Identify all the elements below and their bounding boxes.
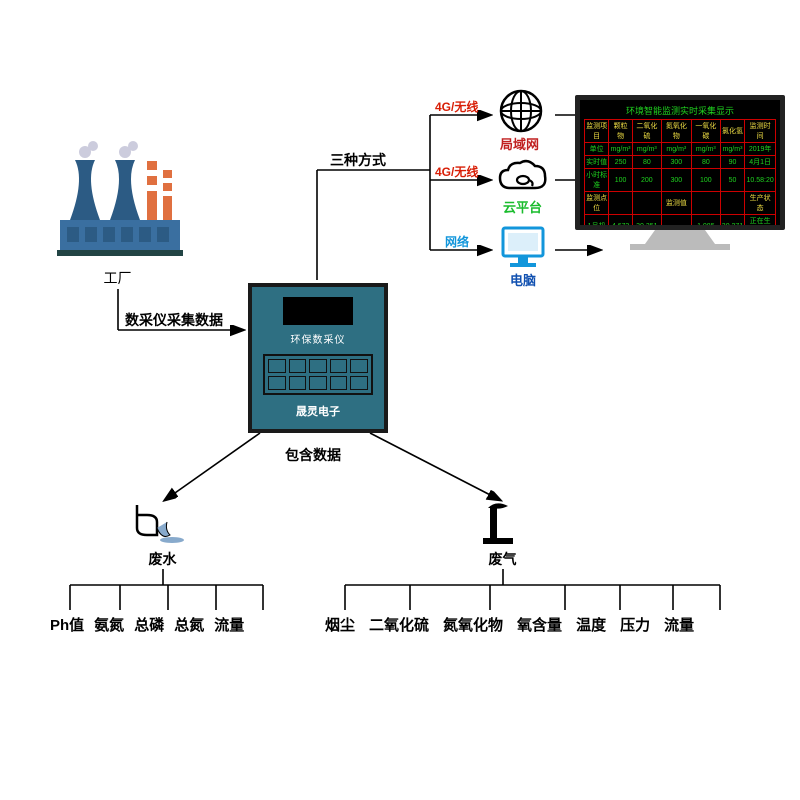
wastegas-params: 烟尘二氧化硫氮氧化物氧含量温度压力流量 (325, 614, 694, 635)
param-item: 压力 (620, 614, 650, 635)
monitor-screen: 环境智能监测实时采集显示 监测项目颗粒物二氧化硫氮氧化物一氧化碳氯化氢监测时间 … (575, 95, 785, 230)
wastewater-label: 废水 (135, 549, 190, 569)
param-item: Ph值 (50, 614, 84, 635)
contains-label: 包含数据 (285, 445, 341, 465)
param-item: 二氧化硫 (369, 614, 429, 635)
computer-label: 电脑 (510, 270, 536, 289)
monitor-display: 环境智能监测实时采集显示 监测项目颗粒物二氧化硫氮氧化物一氧化碳氯化氢监测时间 … (575, 95, 785, 250)
device-brand: 晟灵电子 (252, 403, 384, 419)
wastewater-icon (132, 500, 187, 550)
link1-label: 4G/无线 (435, 98, 478, 115)
param-item: 烟尘 (325, 614, 355, 635)
param-item: 氮氧化物 (443, 614, 503, 635)
wastegas-label: 废气 (475, 549, 530, 569)
param-item: 总氮 (174, 614, 204, 635)
param-item: 温度 (576, 614, 606, 635)
globe-label: 局域网 (500, 134, 539, 153)
factory-icon (55, 140, 185, 265)
three-methods-label: 三种方式 (330, 150, 386, 170)
device-title: 环保数采仪 (252, 331, 384, 346)
param-item: 氨氮 (94, 614, 124, 635)
param-item: 流量 (214, 614, 244, 635)
param-item: 流量 (664, 614, 694, 635)
link2-label: 4G/无线 (435, 163, 478, 180)
param-item: 总磷 (134, 614, 164, 635)
wastegas-icon (478, 498, 523, 551)
globe-icon (498, 88, 544, 139)
param-item: 氧含量 (517, 614, 562, 635)
wastewater-params: Ph值氨氮总磷总氮流量 (50, 614, 244, 635)
factory-label: 工厂 (68, 268, 167, 288)
link3-label: 网络 (445, 233, 469, 250)
collect-label: 数采仪采集数据 (125, 310, 223, 330)
device-icon: 环保数采仪 晟灵电子 (248, 283, 388, 433)
computer-icon (498, 225, 548, 275)
cloud-label: 云平台 (503, 197, 542, 216)
